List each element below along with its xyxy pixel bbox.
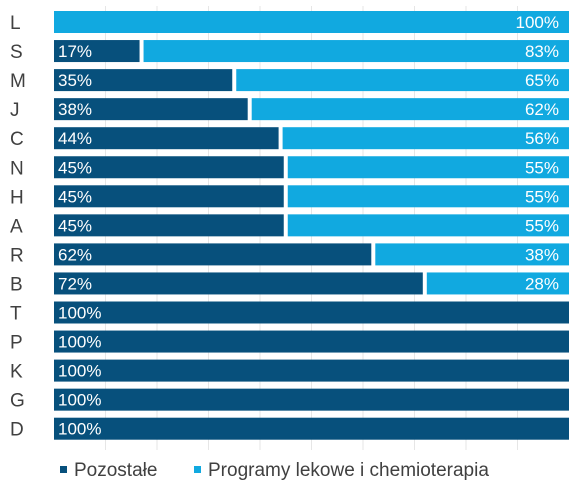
bar-pozostale-b — [54, 272, 423, 295]
legend-label-programy: Programy lekowe i chemioterapia — [208, 460, 489, 481]
bar-programy-b — [426, 272, 569, 295]
bar-pozostale-n — [54, 156, 284, 179]
category-label-s: S — [10, 42, 23, 63]
bar-programy-l — [54, 11, 569, 33]
bar-programy-a — [287, 214, 569, 237]
legend-swatch-pozostale — [60, 466, 67, 473]
value-label-programy-b: 28% — [525, 274, 559, 293]
category-label-t: T — [10, 304, 22, 325]
value-label-pozostale-r: 62% — [58, 245, 92, 264]
value-label-pozostale-g: 100% — [58, 391, 101, 410]
value-label-programy-a: 55% — [525, 216, 559, 235]
bar-pozostale-h — [54, 185, 284, 208]
category-label-r: R — [10, 245, 24, 266]
value-label-programy-h: 55% — [525, 187, 559, 206]
bar-pozostale-p — [54, 330, 569, 353]
value-labels: 100% 17% 83% 35% 65% 38% 62% 44% 56% 45% 55% 45% 55%… — [58, 13, 559, 439]
value-label-pozostale-d: 100% — [58, 420, 101, 439]
bar-programy-m — [236, 69, 569, 92]
value-label-pozostale-a: 45% — [58, 216, 92, 235]
bar-programy-s — [143, 40, 569, 63]
value-label-pozostale-j: 38% — [58, 100, 92, 119]
category-label-a: A — [10, 216, 23, 237]
category-label-j: J — [10, 100, 20, 121]
bar-pozostale-j — [54, 98, 248, 121]
value-label-pozostale-m: 35% — [58, 71, 92, 90]
value-label-pozostale-c: 44% — [58, 129, 92, 148]
bar-programy-h — [287, 185, 569, 208]
legend-label-pozostale: Pozostałe — [74, 460, 157, 481]
bar-pozostale-k — [54, 359, 569, 382]
value-label-pozostale-k: 100% — [58, 362, 101, 381]
bar-pozostale-c — [54, 127, 279, 150]
bar-pozostale-a — [54, 214, 284, 237]
category-label-b: B — [10, 274, 23, 295]
value-label-programy-s: 83% — [525, 42, 559, 61]
bar-pozostale-g — [54, 388, 569, 411]
legend: Pozostałe Programy lekowe i chemioterapi… — [60, 460, 489, 481]
value-label-pozostale-p: 100% — [58, 333, 101, 352]
value-label-pozostale-b: 72% — [58, 274, 92, 293]
value-label-pozostale-h: 45% — [58, 187, 92, 206]
category-label-l: L — [10, 13, 21, 34]
bar-pozostale-m — [54, 69, 233, 92]
bar-programy-j — [251, 98, 569, 121]
bar-programy-c — [282, 127, 569, 150]
value-label-programy-l: 100% — [516, 13, 559, 32]
bar-pozostale-s — [54, 40, 140, 63]
bar-programy-r — [375, 243, 569, 266]
value-label-pozostale-n: 45% — [58, 158, 92, 177]
category-label-m: M — [10, 71, 26, 92]
legend-swatch-programy — [194, 466, 201, 473]
value-label-programy-j: 62% — [525, 100, 559, 119]
category-label-k: K — [10, 362, 23, 383]
category-label-n: N — [10, 158, 24, 179]
category-label-h: H — [10, 187, 24, 208]
bar-programy-n — [287, 156, 569, 179]
category-label-d: D — [10, 420, 24, 441]
value-label-pozostale-s: 17% — [58, 42, 92, 61]
category-label-c: C — [10, 129, 24, 150]
value-label-programy-r: 38% — [525, 245, 559, 264]
bars — [54, 11, 569, 440]
bar-pozostale-t — [54, 301, 569, 324]
value-label-programy-n: 55% — [525, 158, 559, 177]
value-label-programy-c: 56% — [525, 129, 559, 148]
category-label-p: P — [10, 333, 23, 354]
bar-pozostale-d — [54, 417, 569, 440]
category-label-g: G — [10, 391, 25, 412]
value-label-programy-m: 65% — [525, 71, 559, 90]
bar-pozostale-r — [54, 243, 372, 266]
value-label-pozostale-t: 100% — [58, 304, 101, 323]
